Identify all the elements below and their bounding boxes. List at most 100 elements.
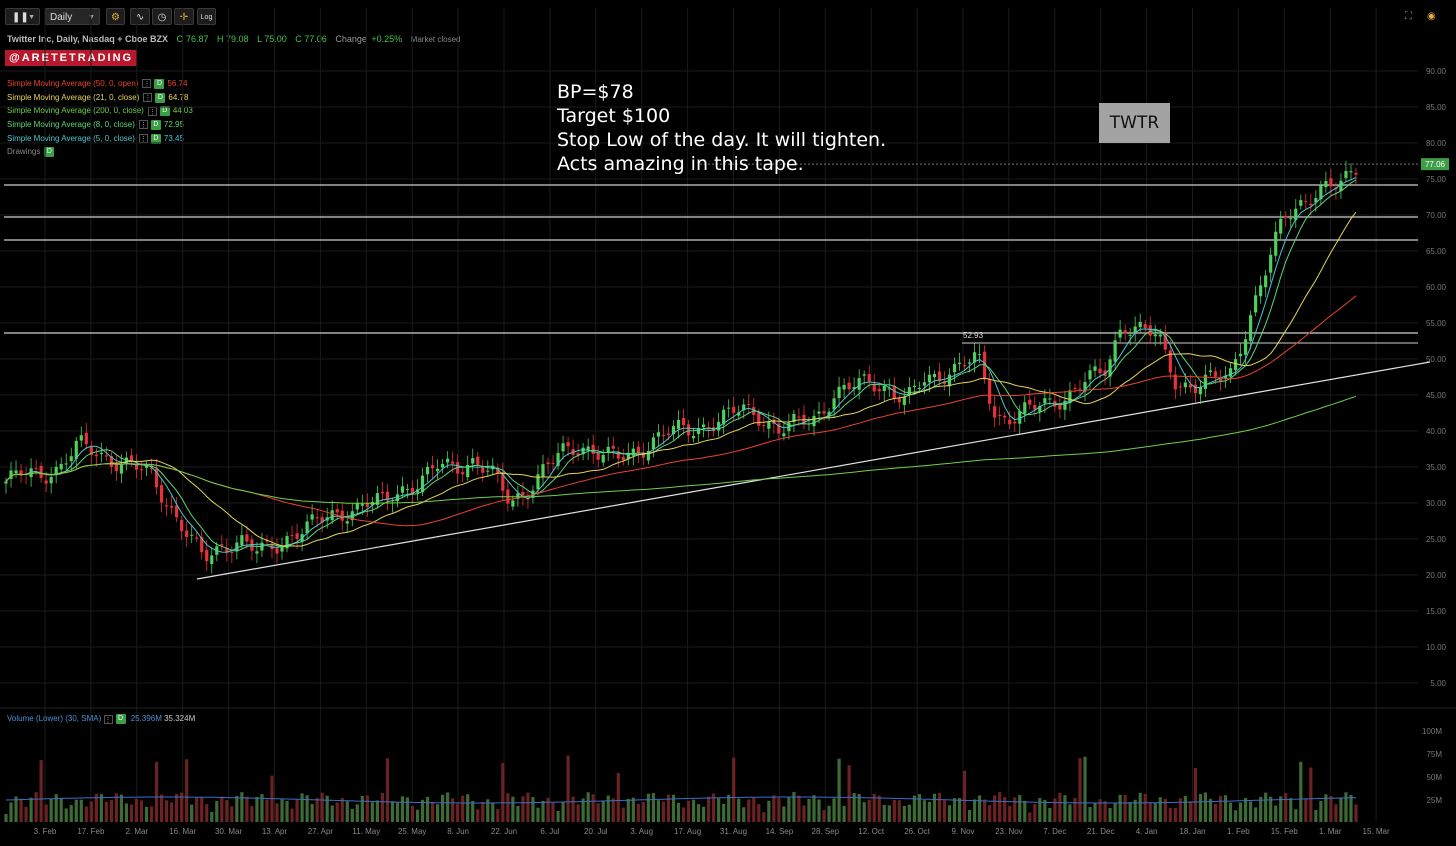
log-scale-button[interactable]: Log [197, 8, 216, 25]
candle-body [134, 464, 139, 470]
candle-body [154, 468, 159, 488]
menu-icon[interactable]: ⋮ [142, 79, 152, 89]
volume-bar [375, 800, 379, 822]
indicator-sma50[interactable]: Simple Moving Average (50, 0, open) ⋮ D 56.… [7, 78, 188, 89]
volume-bar [255, 796, 259, 822]
volume-bar [44, 804, 48, 822]
candle-body [626, 452, 630, 460]
d-badge[interactable]: D [115, 714, 126, 724]
candle-body [1003, 415, 1007, 418]
candle-body [686, 424, 691, 436]
volume-bar [686, 800, 691, 822]
candle-body [4, 481, 8, 484]
candle-body [235, 542, 239, 552]
volume-bar [185, 759, 189, 822]
candle-body [1329, 178, 1333, 187]
candle-body [722, 409, 726, 425]
volume-bar [922, 800, 927, 822]
d-badge[interactable]: D [150, 119, 161, 130]
candle-body [1304, 201, 1308, 203]
volume-bar [1023, 800, 1027, 822]
menu-icon[interactable]: ⋮ [103, 714, 113, 724]
symbol-title: Twitter Inc, Daily, Nasdaq + Cboe BZX [7, 34, 168, 44]
candle-body [1038, 405, 1042, 412]
candle-body [74, 440, 78, 459]
candle-body [139, 469, 144, 471]
clock-button[interactable]: ◷ [152, 8, 172, 25]
candle-body [978, 354, 982, 356]
candle-body [651, 437, 655, 450]
candle-body [425, 466, 430, 475]
trend-line [196, 361, 1431, 580]
pause-icon: ❚❚ [12, 12, 29, 23]
camera-icon[interactable]: ◉ [1427, 11, 1436, 22]
fullscreen-icon[interactable]: ⛶ [1405, 11, 1412, 22]
volume-bar [912, 795, 916, 822]
volume-bar [1178, 798, 1182, 822]
candle-body [1028, 399, 1032, 405]
volume-bar [646, 793, 650, 822]
volume-bar [591, 794, 595, 822]
date-tick-label: 14. Sep [766, 827, 794, 836]
menu-icon[interactable]: ⋮ [138, 120, 148, 130]
candle-body [1083, 382, 1087, 392]
candle-body [993, 406, 997, 418]
price-tick-label: 40.00 [1426, 427, 1447, 436]
trade-annotation: BP=$78 Target $100 Stop Low of the day. … [557, 80, 886, 176]
volume-bar [917, 793, 921, 822]
crosshair-icon: ✛ [179, 12, 189, 23]
candle-body [49, 477, 53, 484]
candle-body [1314, 198, 1318, 203]
candle-body [907, 387, 911, 395]
volume-bar [511, 796, 515, 822]
candle-body [1309, 203, 1313, 206]
settings-button[interactable]: ⚙ [106, 8, 125, 25]
volume-bar [656, 800, 661, 822]
candle-body [917, 388, 921, 390]
candle-body [250, 539, 254, 551]
drawings-row[interactable]: Drawings D [7, 145, 193, 159]
candle-body [1259, 285, 1263, 297]
volume-bar [701, 806, 706, 822]
indicator-sma21[interactable]: Simple Moving Average (21, 0, close) ⋮ D 64… [7, 92, 189, 103]
volume-bar [250, 805, 254, 822]
volume-bar [651, 793, 655, 822]
volume-bar [405, 797, 410, 822]
menu-icon[interactable]: ⋮ [143, 93, 153, 103]
volume-bar [882, 804, 886, 822]
volume-bar [601, 800, 605, 822]
volume-bar [1324, 794, 1328, 822]
date-tick-label: 21. Dec [1087, 827, 1115, 836]
volume-bar [611, 798, 615, 822]
candle-body [1178, 386, 1182, 388]
volume-bar [636, 803, 640, 822]
candle-body [561, 443, 565, 452]
d-badge[interactable]: D [150, 133, 161, 144]
crosshair-button[interactable]: ✛ [174, 8, 194, 25]
candle-body [737, 412, 741, 416]
d-badge[interactable]: D [159, 106, 170, 117]
indicator-sma8[interactable]: Simple Moving Average (8, 0, close) ⋮ D 72.… [7, 119, 184, 130]
volume-tick-label: 100M [1422, 727, 1442, 736]
candle-body [320, 517, 324, 523]
compare-button[interactable]: ∿ [130, 8, 150, 25]
candle-body [1023, 402, 1027, 414]
candle-body [1173, 374, 1177, 390]
date-tick-label: 15. Mar [1363, 827, 1390, 836]
annotation-line: Target $100 [557, 105, 671, 127]
d-badge[interactable]: D [154, 78, 165, 89]
candle-body [1183, 382, 1187, 388]
candle-body [1289, 218, 1293, 220]
candle-body [691, 435, 696, 439]
d-badge[interactable]: D [155, 92, 166, 103]
d-badge[interactable]: D [44, 147, 55, 158]
volume-bar [9, 802, 13, 822]
volume-bar [451, 798, 455, 822]
date-tick-label: 12. Oct [858, 827, 885, 836]
volume-bar [481, 801, 485, 822]
volume-bar [1103, 801, 1107, 822]
pause-button[interactable]: ❚❚ ▼ [5, 8, 40, 25]
candle-body [29, 468, 33, 478]
volume-bar [1043, 799, 1047, 822]
